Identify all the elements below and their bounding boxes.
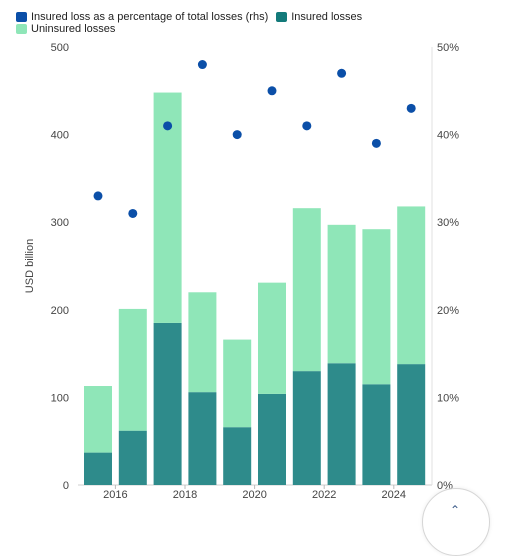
bar-insured — [84, 452, 112, 485]
y2-tick-label: 20% — [437, 305, 459, 317]
bar-insured — [223, 427, 252, 485]
x-tick-label: 2022 — [312, 489, 336, 501]
bar-uninsured — [84, 386, 112, 453]
bar-uninsured — [362, 229, 391, 385]
y2-tick-label: 40% — [437, 130, 459, 142]
bar-uninsured — [188, 292, 217, 393]
legend-swatch-uninsured — [16, 24, 27, 34]
bar-insured — [118, 430, 147, 485]
y2-tick-label: 30% — [437, 217, 459, 229]
x-tick-label: 2024 — [382, 489, 406, 501]
dot-insured-percentage — [93, 191, 103, 201]
legend-item-percentage[interactable]: Insured loss as a percentage of total lo… — [16, 11, 268, 23]
bar-uninsured — [153, 92, 182, 323]
y-tick-label: 400 — [51, 130, 69, 142]
x-tick-label: 2020 — [242, 489, 266, 501]
legend-item-insured[interactable]: Insured losses — [276, 11, 362, 23]
legend-swatch-percentage — [16, 12, 27, 22]
bar-uninsured — [397, 206, 426, 365]
y-tick-label: 500 — [51, 42, 69, 54]
dot-insured-percentage — [163, 121, 173, 131]
dot-insured-percentage — [128, 208, 138, 218]
x-tick-label: 2018 — [173, 489, 197, 501]
bar-uninsured — [258, 282, 286, 394]
dot-insured-percentage — [406, 103, 416, 113]
dot-insured-percentage — [267, 86, 277, 96]
bar-insured — [153, 322, 182, 485]
legend-item-uninsured[interactable]: Uninsured losses — [16, 23, 115, 35]
dot-insured-percentage — [337, 68, 347, 78]
y-tick-label: 0 — [63, 480, 69, 492]
scroll-up-button[interactable]: ⌃ — [422, 488, 490, 556]
chart-bars — [84, 92, 426, 485]
y-tick-label: 300 — [51, 217, 69, 229]
bar-insured — [362, 384, 391, 485]
bar-uninsured — [223, 339, 252, 428]
y-tick-label: 200 — [51, 305, 69, 317]
y2-tick-label: 10% — [437, 392, 459, 404]
dot-insured-percentage — [371, 138, 381, 148]
legend-swatch-insured — [276, 12, 288, 22]
y2-tick-label: 50% — [437, 42, 459, 54]
bar-insured — [327, 363, 356, 485]
dot-insured-percentage — [197, 60, 207, 70]
bar-insured — [188, 392, 217, 485]
bar-insured — [258, 393, 286, 485]
bar-insured — [292, 371, 321, 485]
dot-insured-percentage — [232, 130, 242, 140]
x-tick-label: 2016 — [103, 489, 127, 501]
chart-legend: Insured loss as a percentage of total lo… — [16, 11, 496, 35]
legend-label-percentage: Insured loss as a percentage of total lo… — [31, 11, 269, 23]
dot-insured-percentage — [302, 121, 312, 131]
y-tick-label: 100 — [51, 392, 69, 404]
bar-uninsured — [118, 308, 147, 431]
bar-uninsured — [327, 224, 356, 364]
chart-dots — [93, 60, 416, 218]
bar-insured — [397, 364, 426, 485]
chevron-up-icon: ⌃ — [450, 503, 461, 517]
legend-label-uninsured: Uninsured losses — [31, 23, 116, 35]
legend-label-insured: Insured losses — [291, 11, 363, 23]
bar-uninsured — [292, 208, 321, 372]
y-axis-title: USD billion — [24, 239, 36, 293]
